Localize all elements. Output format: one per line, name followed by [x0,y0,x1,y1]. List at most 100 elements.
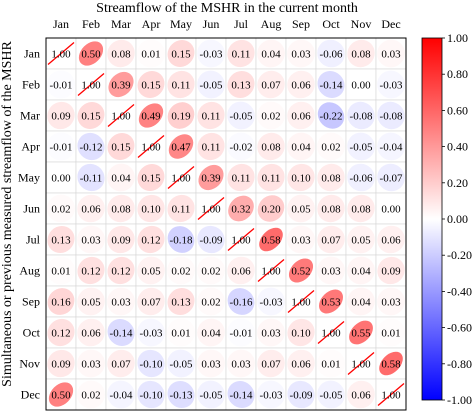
cell-value-label: 0.01 [51,266,70,278]
correlation-ellipse [107,194,135,223]
colorbar-tick-label: -1.00 [447,393,472,407]
cell-value-label: -0.05 [350,142,373,154]
cell-value-label: 0.19 [171,111,191,123]
correlation-ellipse [257,101,285,130]
correlation-ellipse [257,349,285,378]
correlation-ellipse [317,380,345,409]
cell-value-label: 0.13 [231,80,251,92]
correlation-ellipse [167,318,195,347]
cell-value-label: 0.01 [141,49,160,61]
row-label: Jun [23,202,40,216]
column-label: Dec [381,17,400,31]
cell-value-label: 0.00 [51,173,71,185]
correlation-ellipse [347,287,375,316]
cell-value-label: 0.02 [321,142,340,154]
row-label: Nov [19,357,40,371]
correlation-ellipse [257,70,285,99]
cell-value-label: 0.12 [141,235,160,247]
cell-value-label: 0.09 [111,235,131,247]
correlation-ellipse [287,380,315,409]
cell-value-label: 1.00 [141,142,161,154]
cell-value-label: 1.00 [321,328,341,340]
cell-value-label: -0.03 [140,328,163,340]
cell-value-label: -0.22 [320,111,343,123]
correlation-ellipse [317,70,345,99]
cell-value-label: 0.05 [351,235,371,247]
cell-value-label: -0.14 [230,390,253,402]
cell-value-label: 0.10 [291,328,311,340]
cell-value-label: 0.02 [201,266,220,278]
column-label: Mar [111,17,131,31]
cell-value-label: 0.11 [172,204,191,216]
correlation-ellipse [227,163,255,192]
correlation-ellipse [377,194,405,223]
cell-value-label: 0.13 [171,297,191,309]
correlation-line [197,197,225,220]
row-label: Apr [21,140,40,154]
cell-value-label: 0.04 [351,297,371,309]
cell-value-label: 0.06 [351,390,371,402]
column-label: Feb [82,17,100,31]
correlation-ellipse [227,39,255,68]
correlation-ellipse [377,256,405,285]
cell-value-label: 0.39 [111,80,131,92]
cell-value-label: 0.03 [201,359,221,371]
cell-value-label: 1.00 [201,204,221,216]
correlation-ellipse [257,132,285,161]
correlation-ellipse [107,133,135,160]
cell-value-label: 0.09 [381,266,401,278]
row-label: Jul [26,233,41,247]
cell-value-label: -0.09 [290,390,313,402]
cell-value-label: 1.00 [51,49,71,61]
correlation-ellipse [137,225,165,254]
correlation-ellipse [227,256,255,285]
correlation-ellipse [257,163,285,192]
correlation-ellipse [377,225,405,254]
cell-value-label: 0.11 [232,173,251,185]
correlation-ellipse [137,194,165,223]
cell-value-label: 0.04 [201,328,221,340]
cell-value-label: 0.07 [261,80,281,92]
correlation-ellipse [137,287,165,316]
cell-value-label: 0.20 [261,204,281,216]
column-labels: Jan Feb Mar Apr May Jun Jul Aug Sep Oct Nov Dec [53,17,401,31]
cell-value-label: 0.10 [141,204,161,216]
correlation-ellipse [78,41,104,66]
correlation-ellipse [377,39,405,68]
cell-value-label: 0.06 [231,266,251,278]
cell-value-label: 0.07 [111,359,131,371]
colorbar-tick-label: -0.80 [447,357,472,371]
correlation-ellipse [137,318,165,347]
cell-value-label: -0.18 [170,235,193,247]
cell-value-label: 0.16 [51,297,71,309]
cell-value-label: 1.00 [171,173,191,185]
cell-value-label: 0.15 [141,80,161,92]
cell-value-label: 0.08 [351,204,371,216]
correlation-ellipse [287,225,315,254]
correlation-ellipse [48,382,74,407]
cell-value-label: -0.09 [200,235,223,247]
cell-value-label: 0.06 [81,204,101,216]
correlation-ellipse [287,349,315,378]
cell-value-label: 0.15 [171,49,191,61]
colorbar [421,37,443,401]
cell-value-label: 0.08 [261,142,281,154]
correlation-ellipse [228,195,254,222]
cell-value-label: 0.13 [51,235,71,247]
correlation-ellipse [47,318,75,347]
cell-value-label: 0.15 [141,173,161,185]
cell-value-label: -0.16 [230,297,253,309]
correlation-ellipse [137,71,165,98]
correlation-ellipse [377,287,405,316]
colorbar-tick-label: 1.00 [447,31,468,45]
cell-value-label: 0.04 [261,49,281,61]
column-label: Nov [351,17,372,31]
correlation-ellipse [197,380,225,409]
correlation-ellipse [227,70,255,99]
chart-title: Streamflow of the MSHR in the current mo… [96,1,358,16]
cell-value-label: 0.03 [81,359,101,371]
correlation-ellipse [317,225,345,254]
cell-value-label: -0.05 [320,390,343,402]
correlation-ellipse [377,70,405,99]
